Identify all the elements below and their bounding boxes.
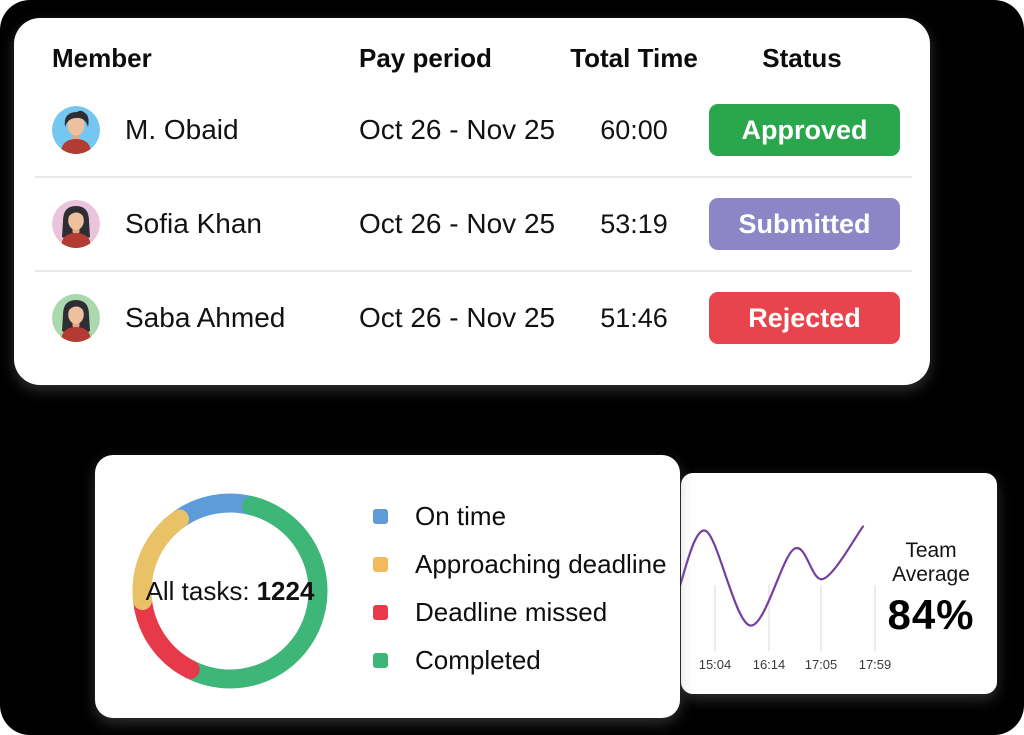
tasks-donut-chart xyxy=(132,493,328,689)
svg-text:17:05: 17:05 xyxy=(805,657,838,672)
legend-swatch-icon xyxy=(373,604,388,620)
legend-label: Approaching deadline xyxy=(415,548,667,579)
status-approved-button[interactable]: Approved xyxy=(709,104,900,156)
pay-period-value: Oct 26 - Nov 25 xyxy=(359,208,556,239)
legend-label: On time xyxy=(415,500,507,531)
pay-period-value: Oct 26 - Nov 25 xyxy=(359,302,556,333)
table-header-row: Member Pay period Total Time Status xyxy=(14,32,930,84)
svg-text:17:59: 17:59 xyxy=(859,657,891,672)
legend-label: Completed xyxy=(415,644,541,675)
team-average-kpi: Team Average 84% xyxy=(869,539,993,639)
kpi-label: Team Average xyxy=(892,539,970,586)
legend-swatch-icon xyxy=(373,508,388,524)
table-row[interactable]: Saba Ahmed Oct 26 - Nov 25 51:46 Rejecte… xyxy=(14,272,930,364)
all-tasks-label: All tasks: xyxy=(145,575,250,606)
avatar-female-icon xyxy=(52,294,100,342)
all-tasks-total: All tasks: 1224 xyxy=(120,481,340,701)
row-divider xyxy=(35,270,912,272)
svg-text:15:04: 15:04 xyxy=(699,657,732,672)
table-row[interactable]: Sofia Khan Oct 26 - Nov 25 53:19 Submitt… xyxy=(14,178,930,270)
column-header-total-time: Total Time xyxy=(570,42,698,73)
member-name: Saba Ahmed xyxy=(125,302,286,333)
svg-text:16:14: 16:14 xyxy=(753,657,786,672)
column-header-pay-period: Pay period xyxy=(359,42,492,73)
tasks-summary-card: All tasks: 1224 On time Approaching dead… xyxy=(95,455,680,718)
timesheet-card: Member Pay period Total Time Status xyxy=(14,18,930,385)
legend-swatch-icon xyxy=(373,652,388,668)
total-time-value: 60:00 xyxy=(600,114,668,145)
kpi-value: 84% xyxy=(887,591,975,638)
status-rejected-button[interactable]: Rejected xyxy=(709,292,900,344)
legend-item-completed: Completed xyxy=(373,645,667,675)
member-name: Sofia Khan xyxy=(125,208,262,239)
team-average-card: 15:04 16:14 17:05 17:59 Team Average 84% xyxy=(681,473,997,694)
total-time-value: 53:19 xyxy=(600,208,668,239)
legend-swatch-icon xyxy=(373,556,388,572)
column-header-status: Status xyxy=(762,42,842,73)
pay-period-value: Oct 26 - Nov 25 xyxy=(359,114,556,145)
tasks-legend: On time Approaching deadline Deadline mi… xyxy=(373,501,667,675)
all-tasks-value: 1224 xyxy=(256,575,315,606)
column-header-member: Member xyxy=(52,42,152,73)
legend-item-on-time: On time xyxy=(373,501,667,531)
legend-item-approaching-deadline: Approaching deadline xyxy=(373,549,667,579)
total-time-value: 51:46 xyxy=(600,302,668,333)
avatar-female-icon xyxy=(52,200,100,248)
table-row[interactable]: M. Obaid Oct 26 - Nov 25 60:00 Approved xyxy=(14,84,930,176)
status-submitted-button[interactable]: Submitted xyxy=(709,198,900,250)
avatar-male-icon xyxy=(52,106,100,154)
row-divider xyxy=(35,176,912,178)
legend-label: Deadline missed xyxy=(415,596,608,627)
legend-item-deadline-missed: Deadline missed xyxy=(373,597,667,627)
member-name: M. Obaid xyxy=(125,114,239,145)
team-average-line-chart: 15:04 16:14 17:05 17:59 xyxy=(681,525,891,672)
